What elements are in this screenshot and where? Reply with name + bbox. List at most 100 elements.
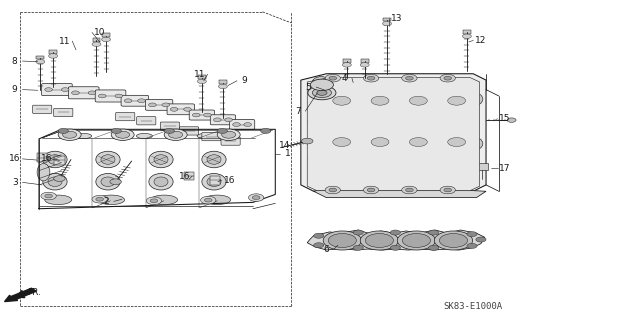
Circle shape — [45, 88, 52, 92]
Bar — [463, 30, 470, 34]
Circle shape — [72, 91, 79, 95]
Circle shape — [403, 234, 431, 248]
Bar — [343, 59, 351, 63]
Ellipse shape — [154, 155, 168, 164]
Circle shape — [45, 194, 52, 198]
Circle shape — [111, 128, 122, 133]
Circle shape — [390, 230, 401, 235]
Circle shape — [440, 186, 456, 194]
Circle shape — [429, 230, 439, 235]
Ellipse shape — [329, 109, 355, 134]
Ellipse shape — [367, 109, 393, 134]
Bar — [37, 153, 47, 162]
Bar — [93, 38, 100, 42]
Circle shape — [41, 192, 56, 200]
FancyBboxPatch shape — [189, 110, 214, 120]
Ellipse shape — [154, 177, 168, 187]
Text: 16: 16 — [223, 176, 235, 185]
Ellipse shape — [48, 155, 62, 164]
Circle shape — [367, 188, 375, 192]
Ellipse shape — [312, 93, 331, 106]
Ellipse shape — [98, 195, 125, 204]
Circle shape — [200, 196, 216, 204]
Circle shape — [314, 233, 324, 238]
Circle shape — [342, 63, 351, 67]
Circle shape — [63, 131, 77, 138]
Circle shape — [467, 232, 477, 237]
Ellipse shape — [371, 112, 390, 130]
Ellipse shape — [447, 112, 467, 130]
Circle shape — [49, 54, 58, 58]
Text: 16: 16 — [179, 172, 190, 181]
Ellipse shape — [202, 151, 226, 168]
FancyBboxPatch shape — [179, 127, 198, 135]
Text: 7: 7 — [295, 107, 301, 116]
Text: 8: 8 — [12, 56, 18, 65]
Circle shape — [110, 179, 122, 185]
Text: 12: 12 — [476, 36, 486, 45]
Ellipse shape — [101, 155, 115, 164]
Ellipse shape — [308, 97, 319, 108]
Ellipse shape — [37, 163, 50, 181]
Circle shape — [435, 231, 472, 250]
Circle shape — [138, 99, 145, 103]
Ellipse shape — [312, 153, 331, 166]
Circle shape — [448, 96, 466, 105]
Circle shape — [111, 129, 134, 140]
Circle shape — [36, 59, 45, 64]
Circle shape — [88, 91, 96, 95]
Bar — [361, 59, 369, 63]
Ellipse shape — [444, 109, 469, 134]
Circle shape — [353, 230, 364, 235]
Bar — [198, 75, 205, 79]
Circle shape — [371, 137, 389, 146]
Circle shape — [308, 86, 336, 100]
Text: 11: 11 — [59, 37, 70, 46]
Text: 13: 13 — [391, 14, 403, 23]
Text: 16: 16 — [41, 154, 52, 163]
Text: 10: 10 — [94, 28, 106, 37]
Circle shape — [244, 123, 252, 126]
Circle shape — [232, 123, 240, 126]
Ellipse shape — [406, 109, 431, 134]
Polygon shape — [301, 74, 486, 191]
FancyBboxPatch shape — [202, 132, 221, 141]
Circle shape — [58, 128, 68, 133]
Text: SK83-E1000A: SK83-E1000A — [444, 302, 503, 311]
Ellipse shape — [45, 195, 72, 204]
Circle shape — [476, 237, 486, 242]
FancyBboxPatch shape — [145, 100, 173, 110]
Circle shape — [333, 137, 351, 146]
Circle shape — [225, 118, 232, 122]
Circle shape — [150, 199, 158, 203]
FancyBboxPatch shape — [54, 108, 73, 117]
Ellipse shape — [409, 112, 428, 130]
Circle shape — [329, 188, 337, 192]
Text: 3: 3 — [12, 178, 18, 187]
Circle shape — [184, 108, 191, 111]
Circle shape — [383, 21, 392, 26]
Circle shape — [360, 231, 399, 250]
Ellipse shape — [43, 151, 67, 168]
Circle shape — [371, 96, 389, 105]
Circle shape — [214, 118, 221, 122]
Ellipse shape — [464, 93, 483, 106]
Text: 2: 2 — [103, 197, 109, 206]
FancyArrow shape — [4, 288, 36, 301]
Text: 1: 1 — [285, 149, 291, 158]
Circle shape — [99, 94, 106, 98]
Circle shape — [54, 176, 65, 182]
Circle shape — [364, 74, 379, 82]
Ellipse shape — [136, 133, 152, 138]
Circle shape — [329, 76, 337, 80]
FancyBboxPatch shape — [230, 120, 255, 130]
Bar — [209, 176, 220, 185]
Text: 5: 5 — [306, 83, 312, 92]
FancyBboxPatch shape — [121, 95, 148, 106]
Polygon shape — [314, 191, 486, 197]
Circle shape — [463, 34, 471, 39]
Text: 14: 14 — [279, 141, 291, 150]
Circle shape — [444, 188, 452, 192]
Circle shape — [314, 243, 324, 248]
Ellipse shape — [202, 174, 226, 190]
